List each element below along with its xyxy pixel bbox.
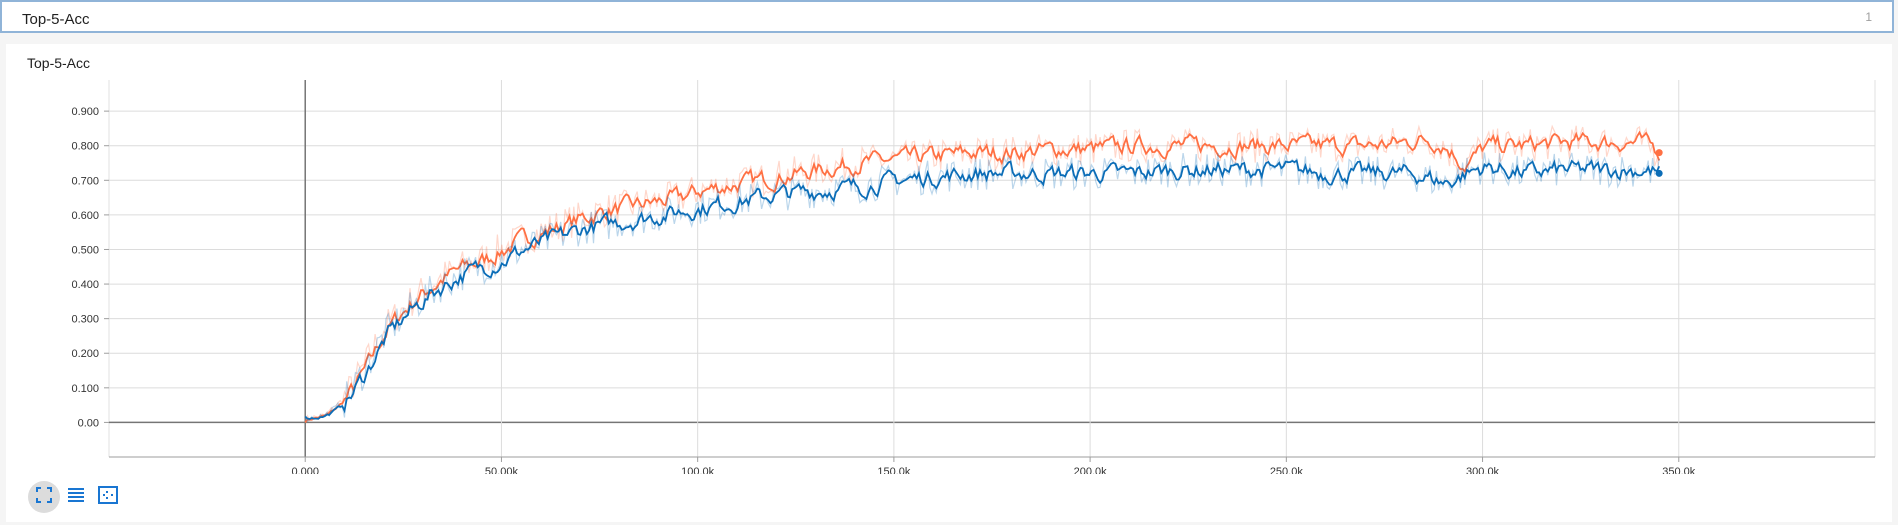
line-chart[interactable]: 0.00 0.100 0.200 0.300 0.400 0.500 0.600 0.700 0… — [6, 44, 1892, 474]
series-1-end-point — [1655, 169, 1663, 177]
fit-to-data-button[interactable] — [92, 481, 124, 513]
series-1-line — [304, 159, 1661, 421]
toggle-log-scale-button[interactable] — [60, 481, 92, 513]
y-tick-label: 0.100 — [71, 383, 99, 395]
axes — [104, 110, 1875, 462]
group-header[interactable]: Top-5-Acc 1 — [0, 0, 1894, 33]
y-tick-label: 0.400 — [71, 279, 99, 291]
series-layer — [304, 124, 1663, 423]
tick-labels: 0.00 0.100 0.200 0.300 0.400 0.500 0.600 0.700 0… — [71, 106, 1695, 474]
series-0-raw-line — [304, 124, 1660, 423]
fit-domain-icon — [35, 486, 53, 509]
series-1-raw-line — [304, 152, 1660, 423]
group-count: 1 — [1865, 10, 1872, 24]
y-tick-label: 0.700 — [71, 175, 99, 187]
y-tick-label: 0.900 — [71, 106, 99, 118]
fit-to-data-icon — [98, 485, 118, 509]
series-0-end-point — [1655, 149, 1663, 157]
x-tick-label: 50.00k — [485, 466, 519, 474]
y-tick-label: 0.500 — [71, 244, 99, 256]
x-tick-label: 100.0k — [681, 466, 715, 474]
x-tick-label: 200.0k — [1074, 466, 1108, 474]
grid — [108, 80, 1876, 457]
y-tick-label: 0.600 — [71, 210, 99, 222]
x-tick-label: 300.0k — [1466, 466, 1500, 474]
group-title: Top-5-Acc — [22, 11, 90, 28]
x-tick-label: 350.0k — [1662, 466, 1696, 474]
toggle-log-scale-icon — [67, 486, 85, 509]
y-tick-label: 0.800 — [71, 141, 99, 153]
x-tick-label: 0.000 — [291, 466, 319, 474]
x-tick-label: 250.0k — [1270, 466, 1304, 474]
y-tick-label: 0.300 — [71, 314, 99, 326]
x-tick-label: 150.0k — [877, 466, 911, 474]
y-tick-label: 0.200 — [71, 348, 99, 360]
fit-domain-button[interactable] — [28, 481, 60, 513]
chart-title: Top-5-Acc — [27, 55, 91, 71]
y-tick-label: 0.00 — [78, 417, 99, 429]
chart-card: 0.00 0.100 0.200 0.300 0.400 0.500 0.600 0.700 0… — [6, 44, 1892, 522]
